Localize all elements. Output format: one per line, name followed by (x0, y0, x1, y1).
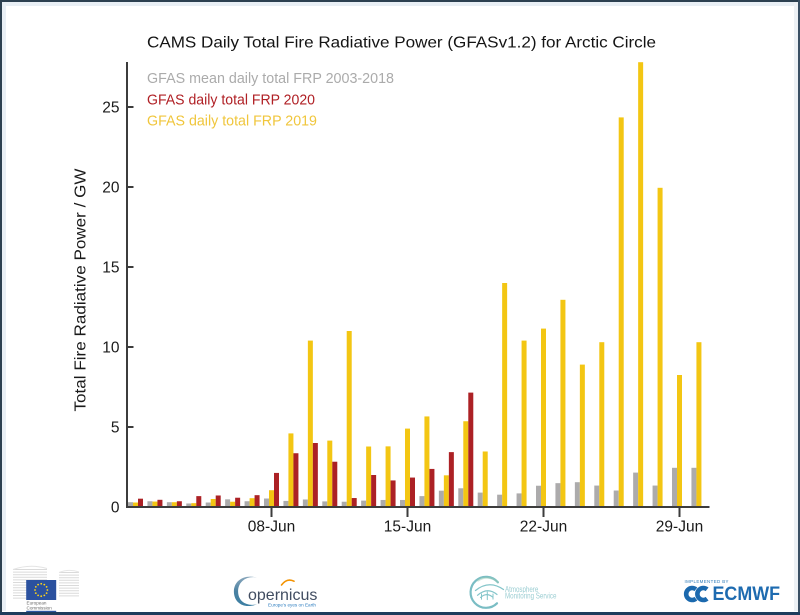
svg-text:08-Jun: 08-Jun (248, 519, 295, 536)
svg-text:ECMWF: ECMWF (713, 583, 781, 605)
svg-text:GFAS mean daily total FRP 2003: GFAS mean daily total FRP 2003-2018 (147, 71, 394, 87)
svg-text:Total Fire Radiative Power / G: Total Fire Radiative Power / GW (73, 168, 90, 412)
svg-text:29-Jun: 29-Jun (656, 519, 703, 536)
svg-text:Commission: Commission (27, 606, 53, 611)
svg-text:European: European (27, 601, 47, 606)
svg-text:5: 5 (111, 420, 120, 437)
svg-text:22-Jun: 22-Jun (520, 519, 567, 536)
svg-text:Atmosphere: Atmosphere (505, 585, 538, 594)
svg-text:15-Jun: 15-Jun (384, 519, 431, 536)
svg-text:15: 15 (102, 260, 119, 277)
svg-text:opernicus: opernicus (248, 587, 317, 604)
svg-text:GFAS daily total FRP 2019: GFAS daily total FRP 2019 (147, 114, 317, 130)
svg-text:Europe’s eyes on Earth: Europe’s eyes on Earth (268, 602, 316, 608)
svg-text:20: 20 (102, 180, 120, 197)
svg-text:GFAS daily total FRP 2020: GFAS daily total FRP 2020 (147, 92, 315, 108)
svg-text:Monitoring Service: Monitoring Service (505, 592, 557, 601)
svg-text:0: 0 (111, 500, 120, 517)
svg-text:25: 25 (102, 100, 119, 117)
svg-text:IMPLEMENTED BY: IMPLEMENTED BY (685, 579, 729, 584)
svg-text:10: 10 (102, 340, 120, 357)
svg-text:CAMS Daily Total Fire Radiativ: CAMS Daily Total Fire Radiative Power (G… (147, 35, 656, 52)
